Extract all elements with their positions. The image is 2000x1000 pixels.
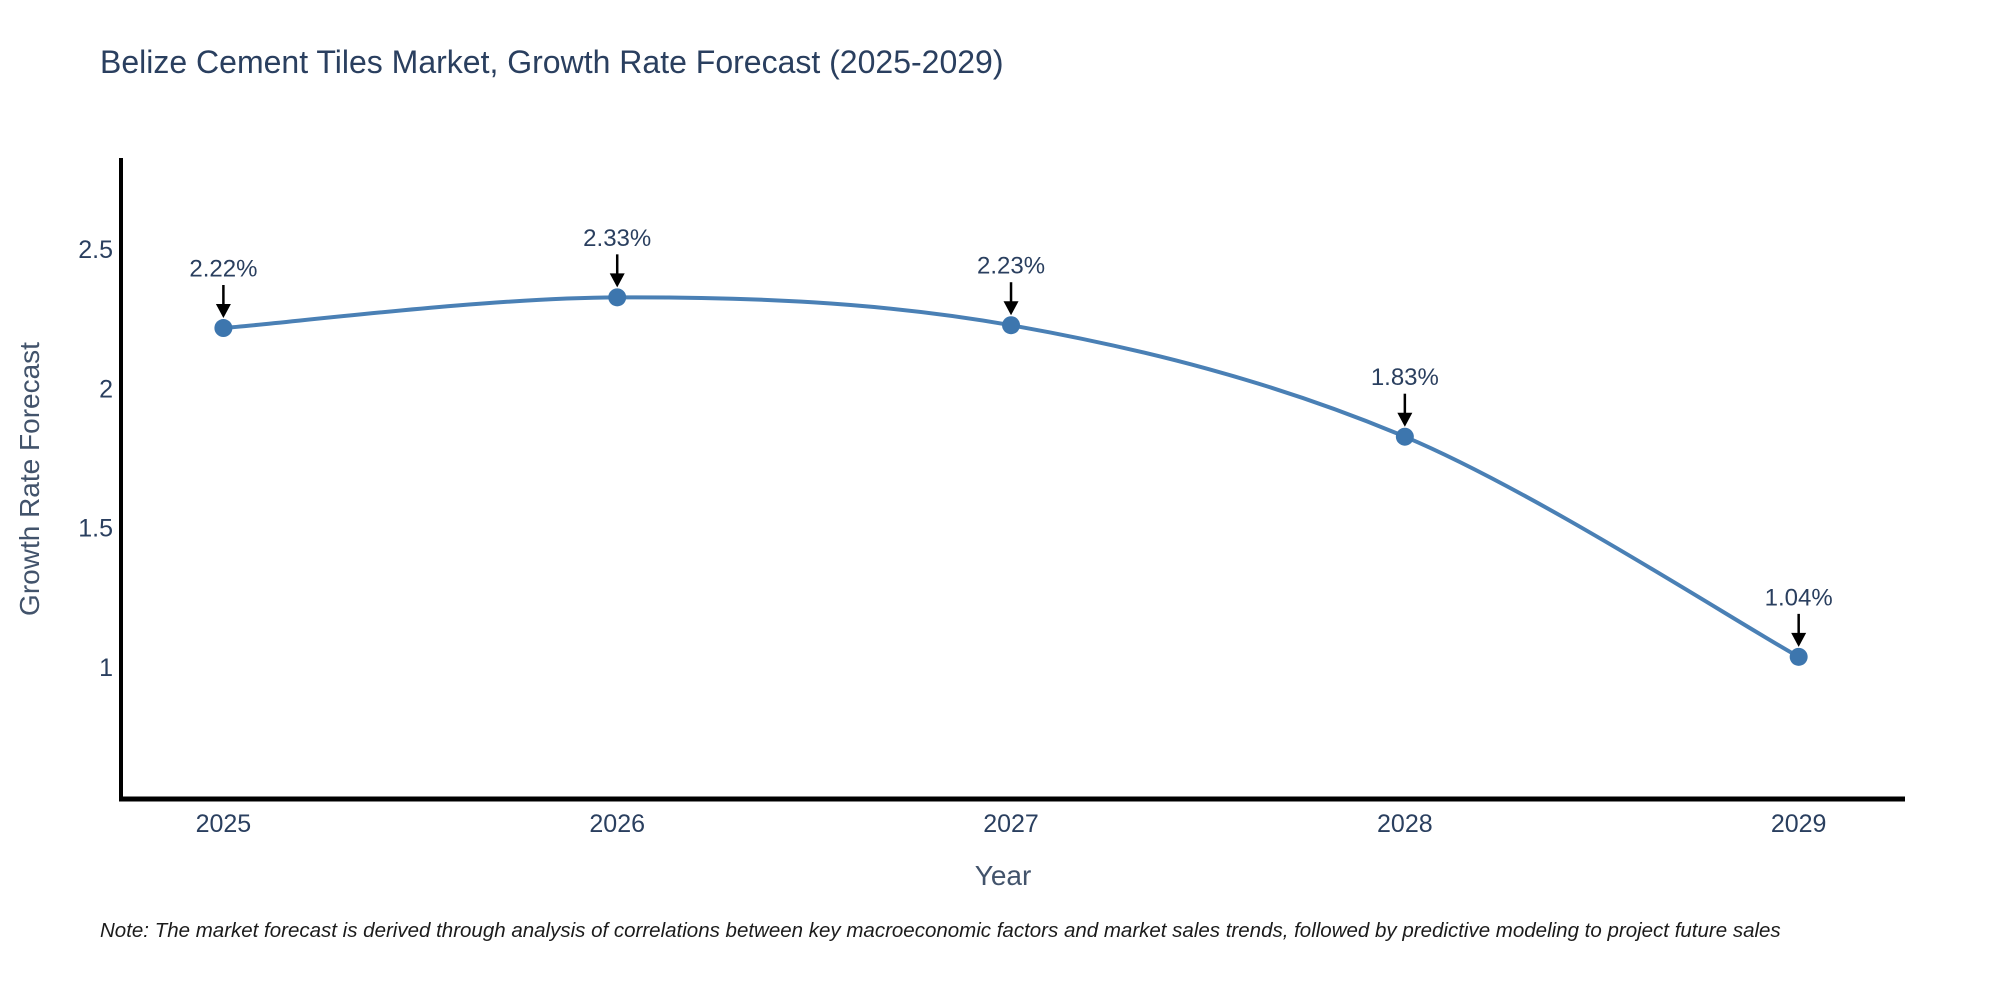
point-annotation-label: 2.23% bbox=[977, 253, 1045, 280]
data-point-marker bbox=[1789, 647, 1808, 666]
annotation-arrowhead bbox=[215, 304, 231, 319]
x-tick-label: 2025 bbox=[196, 810, 252, 838]
y-axis-title: Growth Rate Forecast bbox=[14, 342, 45, 616]
x-tick-label: 2029 bbox=[1771, 810, 1827, 838]
x-tick-label: 2028 bbox=[1377, 810, 1433, 838]
annotation-arrowhead bbox=[1791, 632, 1807, 647]
data-point-marker bbox=[214, 319, 233, 338]
point-annotation-label: 1.04% bbox=[1765, 584, 1833, 611]
y-tick-label: 1.5 bbox=[78, 515, 113, 543]
y-tick-label: 2.5 bbox=[78, 236, 113, 264]
annotation-arrowhead bbox=[609, 273, 625, 288]
data-point-marker bbox=[1002, 316, 1021, 335]
y-tick-label: 1 bbox=[99, 654, 113, 682]
point-annotation-label: 1.83% bbox=[1371, 364, 1439, 391]
data-point-marker bbox=[608, 288, 627, 307]
data-point-marker bbox=[1395, 427, 1414, 446]
annotation-arrowhead bbox=[1003, 301, 1019, 316]
x-axis-title: Year bbox=[974, 860, 1032, 891]
point-annotation-label: 2.22% bbox=[189, 256, 257, 283]
chart-title: Belize Cement Tiles Market, Growth Rate … bbox=[100, 44, 1004, 80]
annotation-arrowhead bbox=[1397, 412, 1413, 427]
series-line bbox=[221, 295, 1801, 659]
y-tick-label: 2 bbox=[99, 375, 113, 403]
x-tick-label: 2027 bbox=[983, 810, 1039, 838]
point-annotation-label: 2.33% bbox=[583, 225, 651, 252]
footnote: Note: The market forecast is derived thr… bbox=[100, 919, 1781, 942]
x-tick-label: 2026 bbox=[589, 810, 645, 838]
